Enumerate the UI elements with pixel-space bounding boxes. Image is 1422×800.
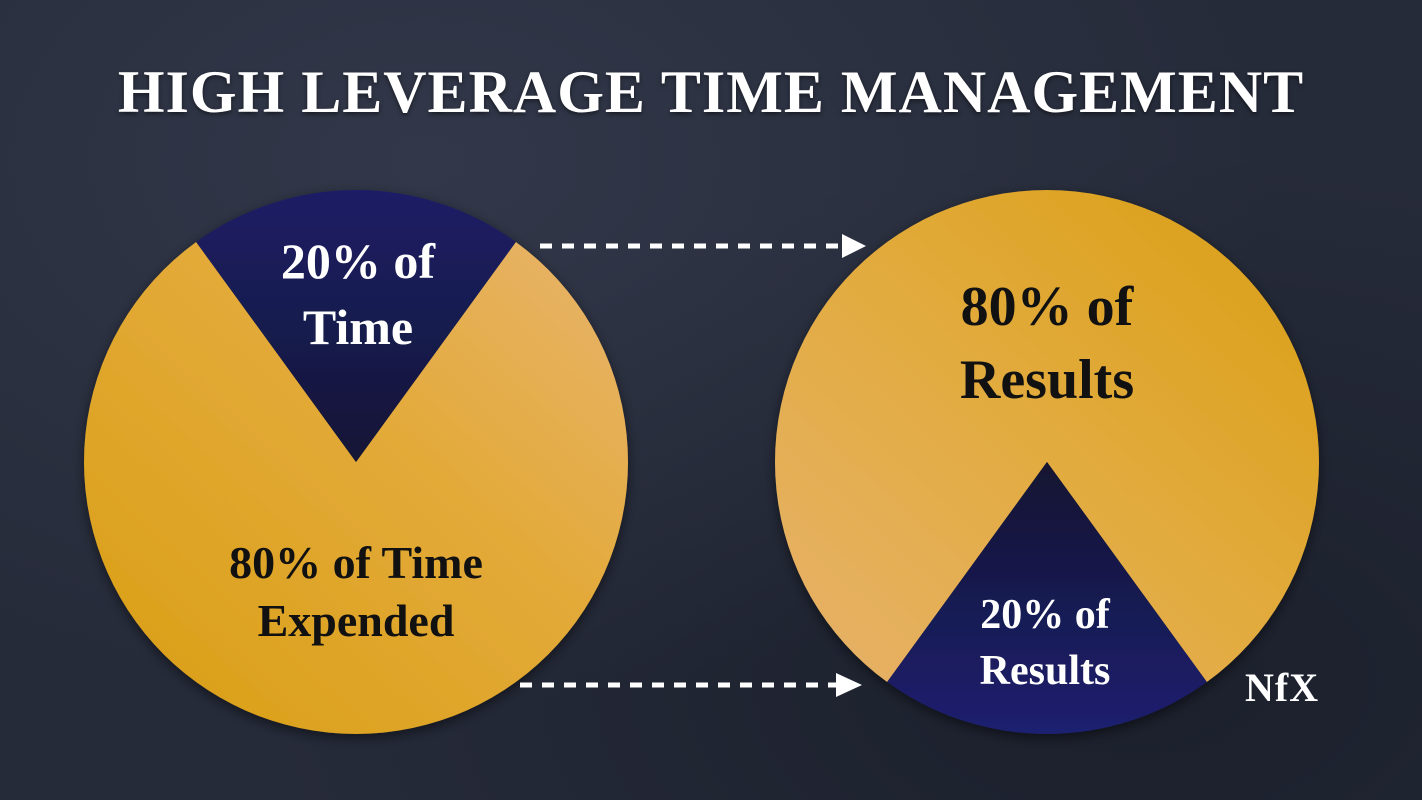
nfx-logo: NfX <box>1245 665 1320 710</box>
top-arrow-head <box>842 234 866 258</box>
results-pie-chart <box>775 189 1319 734</box>
results-pie-small-slice <box>887 462 1207 734</box>
results-pie-large-slice <box>775 189 1319 683</box>
time-pie-small-slice <box>196 190 516 463</box>
right-small-label-line2: Results <box>980 648 1111 694</box>
bottom-arrow-head <box>836 673 862 697</box>
left-large-label-line1: 80% of Time <box>229 537 483 588</box>
left-small-label-line1: 20% of <box>281 233 437 289</box>
page-title: HIGH LEVERAGE TIME MANAGEMENT <box>117 59 1305 125</box>
time-pie-chart <box>83 190 628 734</box>
right-small-label-line1: 20% of <box>980 592 1111 638</box>
time-pie-large-slice <box>83 241 628 734</box>
left-small-label-line2: Time <box>303 299 413 355</box>
right-large-label-line2: Results <box>960 349 1134 411</box>
right-large-label-line1: 80% of <box>961 276 1135 338</box>
left-large-label-line2: Expended <box>258 595 455 646</box>
